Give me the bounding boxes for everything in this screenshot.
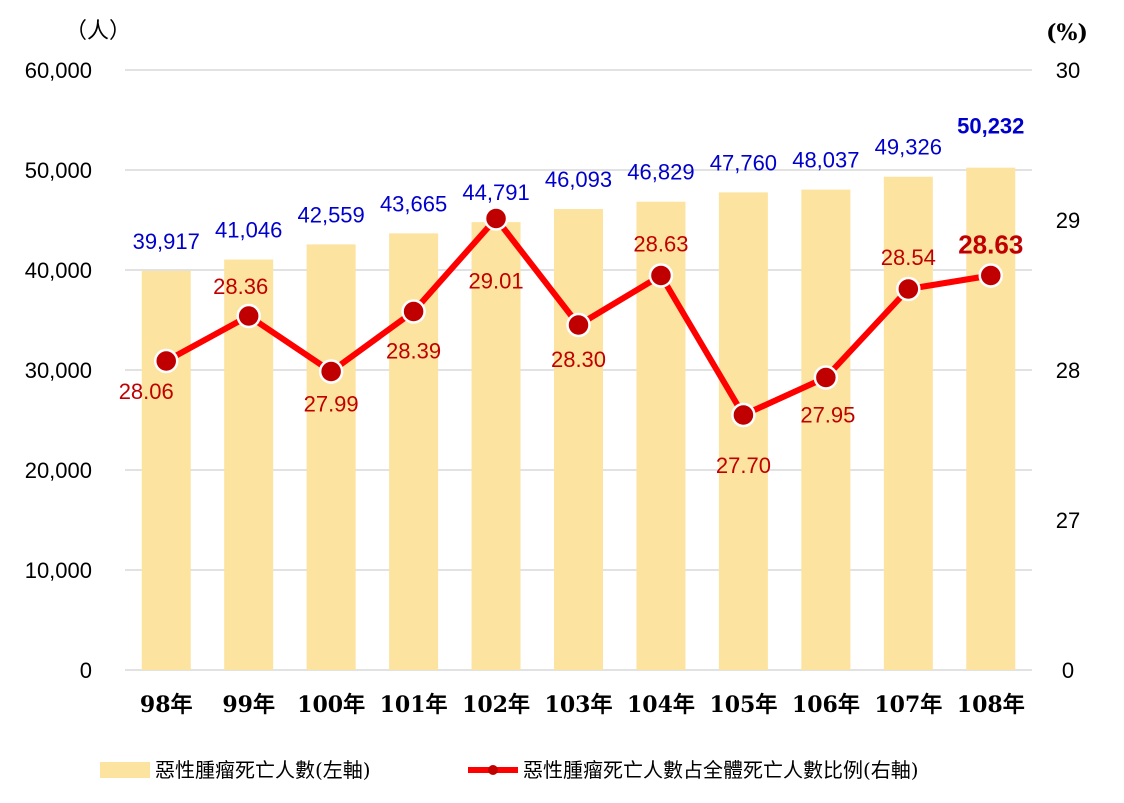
x-axis-tick-label: 107年	[874, 692, 942, 718]
x-axis-tick-label: 101年	[380, 692, 448, 718]
x-axis-tick-label: 106年	[792, 692, 860, 718]
x-axis-tick-label: 104年	[627, 692, 695, 718]
line-value-label: 28.63	[633, 232, 688, 257]
bar-value-label: 46,093	[545, 167, 612, 192]
bar-value-label: 47,760	[710, 150, 777, 175]
bar	[141, 270, 191, 670]
line-value-label: 27.95	[800, 403, 855, 428]
bar-value-label: 48,037	[792, 148, 859, 173]
line-value-label: 28.39	[386, 339, 441, 364]
bar	[471, 222, 521, 670]
x-axis-tick-label: 108年	[957, 692, 1025, 718]
ratio-marker	[153, 348, 179, 374]
line-value-label: 28.06	[119, 379, 174, 404]
bar-value-label: 42,559	[297, 202, 364, 227]
ratio-marker	[731, 402, 756, 428]
left-axis-tick-label: 30,000	[25, 358, 92, 383]
line-value-label: 28.63	[958, 230, 1023, 260]
bar-value-label: 46,829	[627, 160, 694, 185]
ratio-marker	[566, 312, 591, 338]
bar-value-label: 44,791	[462, 180, 529, 205]
x-axis-tick-label: 99年	[222, 692, 275, 718]
ratio-marker	[236, 303, 261, 329]
right-axis-tick-label: 30	[1056, 58, 1080, 83]
line-value-label: 28.30	[551, 347, 606, 372]
left-axis-tick-label: 20,000	[25, 458, 92, 483]
right-axis-tick-label: 29	[1056, 208, 1080, 233]
legend: 惡性腫瘤死亡人數(左軸) 惡性腫瘤死亡人數占全體死亡人數比例(右軸)	[100, 758, 919, 782]
right-axis-tick-label: 0	[1062, 658, 1074, 683]
ratio-marker	[483, 206, 509, 231]
left-axis-tick-label: 10,000	[25, 558, 92, 583]
x-axis-tick-label: 100年	[297, 692, 365, 718]
legend-item-line: 惡性腫瘤死亡人數占全體死亡人數比例(右軸)	[468, 758, 919, 782]
x-axis-tick-label: 98年	[140, 692, 193, 718]
ratio-marker	[401, 299, 426, 324]
left-axis-tick-label: 40,000	[25, 258, 92, 283]
bar	[718, 192, 768, 670]
bar	[306, 244, 356, 670]
bar-value-label: 49,326	[875, 135, 942, 160]
bar	[966, 167, 1016, 670]
bar-series	[141, 167, 1016, 671]
line-value-label: 28.54	[881, 245, 936, 270]
left-axis-tick-label: 50,000	[25, 158, 92, 183]
x-axis-tick-label: 103年	[545, 692, 613, 718]
ratio-marker	[813, 365, 839, 390]
legend-item-bar: 惡性腫瘤死亡人數(左軸)	[100, 758, 371, 782]
x-axis-tick-label: 105年	[709, 692, 777, 718]
bar	[389, 233, 439, 670]
bar-value-label: 39,917	[133, 229, 200, 254]
bar	[801, 189, 851, 670]
axes: （人） (%) 0 10,000 20,000 30,000 40,000 50,000 6…	[25, 19, 1088, 718]
bar	[883, 176, 933, 671]
left-axis-tick-label: 60,000	[25, 58, 92, 83]
right-axis-tick-label: 28	[1056, 358, 1080, 383]
bar-value-label: 43,665	[380, 191, 447, 216]
ratio-marker	[648, 263, 674, 288]
line-value-label: 28.36	[213, 274, 268, 299]
ratio-marker	[978, 263, 1004, 288]
legend-label-bar: 惡性腫瘤死亡人數(左軸)	[155, 758, 371, 782]
right-axis-tick-label: 27	[1056, 508, 1080, 533]
legend-swatch-marker	[488, 765, 498, 775]
line-value-label: 27.70	[716, 453, 771, 478]
line-value-label: 29.01	[469, 269, 524, 294]
legend-label-line: 惡性腫瘤死亡人數占全體死亡人數比例(右軸)	[523, 758, 919, 782]
ratio-marker	[896, 276, 921, 302]
line-value-label: 27.99	[304, 392, 359, 417]
bar	[554, 209, 603, 670]
left-axis-unit: （人）	[65, 19, 131, 44]
left-axis-tick-label: 0	[80, 658, 92, 683]
bar-value-label: 50,232	[957, 114, 1024, 139]
right-axis-unit: (%)	[1046, 20, 1088, 46]
ratio-marker	[318, 359, 344, 384]
line-series	[153, 206, 1004, 428]
data-labels: 39,917 41,046 42,559 43,665 44,791 46,093 46,8…	[119, 114, 1025, 478]
x-axis-tick-label: 102年	[462, 692, 530, 718]
bar-value-label: 41,046	[215, 218, 282, 243]
legend-swatch-bar	[100, 762, 150, 778]
